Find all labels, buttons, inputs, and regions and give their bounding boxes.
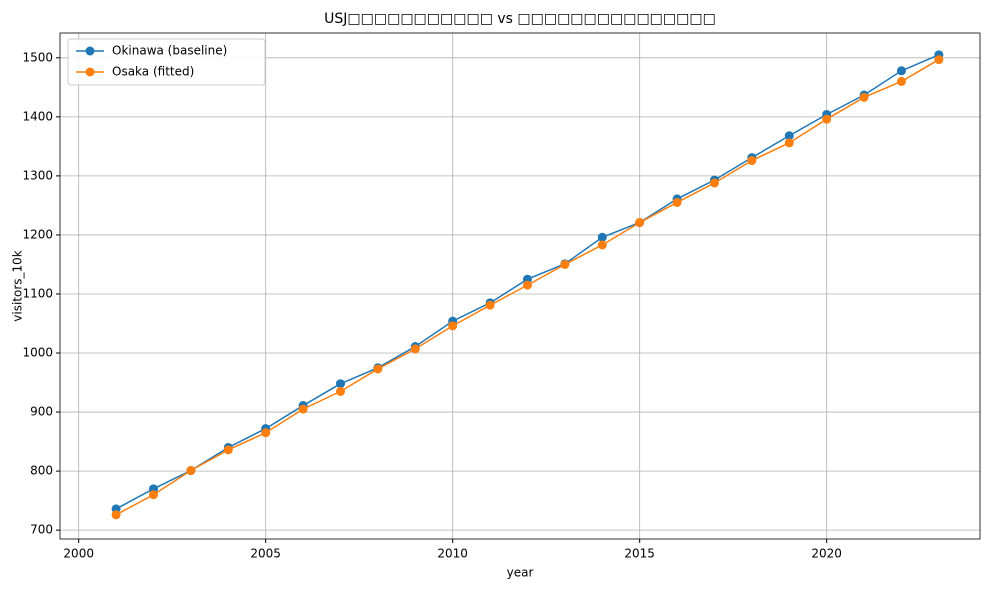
- point: [111, 510, 121, 520]
- legend-box: [67, 38, 266, 86]
- point: [896, 66, 906, 76]
- point: [148, 490, 158, 500]
- point: [261, 428, 271, 438]
- point: [672, 197, 682, 207]
- x-tick-label: 2010: [437, 547, 468, 561]
- point: [560, 259, 570, 269]
- x-axis-label: year: [507, 566, 534, 580]
- y-tick-label: 700: [30, 523, 53, 537]
- point: [784, 131, 794, 141]
- y-tick-label: 1300: [22, 168, 53, 182]
- plot-frame: [59, 32, 981, 540]
- point: [373, 364, 383, 374]
- point: [298, 404, 308, 414]
- y-tick-label: 1500: [22, 50, 53, 64]
- point: [822, 114, 832, 124]
- x-tick-label: 2005: [250, 547, 281, 561]
- legend-marker: [85, 67, 95, 77]
- point: [223, 445, 233, 455]
- point: [709, 178, 719, 188]
- x-tick-label: 2020: [811, 547, 842, 561]
- y-tick-label: 1400: [22, 109, 53, 123]
- point: [896, 76, 906, 86]
- legend-label: Osaka (fitted): [112, 65, 194, 79]
- point: [859, 92, 869, 102]
- point: [410, 344, 420, 354]
- point: [448, 321, 458, 331]
- point: [335, 379, 345, 389]
- point: [186, 466, 196, 476]
- x-tick-label: 2015: [624, 547, 655, 561]
- point: [485, 300, 495, 310]
- point: [522, 280, 532, 290]
- y-tick-label: 800: [30, 464, 53, 478]
- chart-title: USJ□□□□□□□□□□□ vs □□□□□□□□□□□□□□□: [324, 11, 716, 27]
- point: [747, 156, 757, 166]
- y-axis-label: visitors_10k: [11, 250, 25, 322]
- point: [934, 55, 944, 65]
- point: [335, 386, 345, 396]
- point: [597, 232, 607, 242]
- point: [784, 138, 794, 148]
- y-tick-label: 1000: [22, 346, 53, 360]
- point: [635, 218, 645, 228]
- legend-label: Okinawa (baseline): [112, 44, 227, 58]
- y-tick-label: 900: [30, 405, 53, 419]
- y-tick-label: 1100: [22, 286, 53, 300]
- y-tick-label: 1200: [22, 227, 53, 241]
- x-tick-label: 2000: [63, 547, 94, 561]
- point: [597, 240, 607, 250]
- legend-marker: [85, 46, 95, 56]
